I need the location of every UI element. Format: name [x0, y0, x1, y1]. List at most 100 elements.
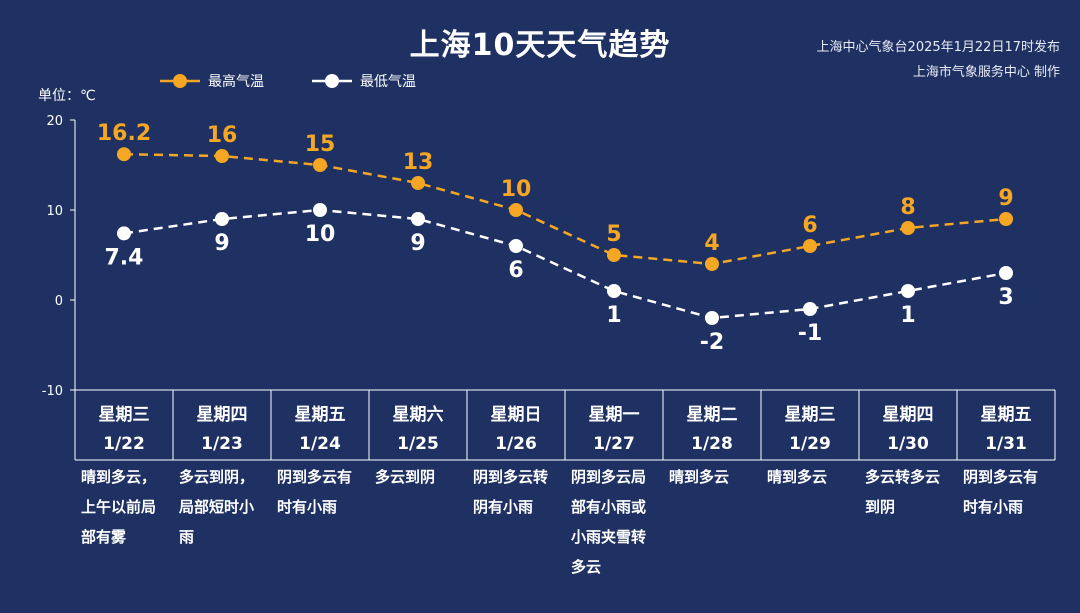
weather-description: 多云转多云 到阴 [865, 462, 955, 522]
low-temp-label: 1 [900, 303, 915, 328]
low-temp-label: 7.4 [105, 245, 144, 270]
weekday-label: 星期四 [882, 405, 934, 425]
legend-high-marker [160, 74, 200, 88]
weekday-label: 星期四 [196, 405, 248, 425]
low-temp-point [509, 239, 523, 253]
weather-description-line: 到阴 [865, 498, 896, 516]
high-temp-label: 16.2 [97, 121, 151, 146]
date-label: 1/28 [691, 434, 733, 454]
weather-description-line: 局部短时小 [179, 498, 255, 516]
date-label: 1/22 [103, 434, 145, 454]
legend-low-marker [312, 74, 352, 88]
legend-high-label: 最高气温 [208, 74, 264, 90]
high-temp-point [803, 239, 817, 253]
high-temp-point [999, 212, 1013, 226]
high-temp-label: 16 [207, 123, 238, 148]
date-label: 1/27 [593, 434, 635, 454]
weather-description: 晴到多云 [669, 462, 759, 492]
weather-description: 晴到多云 [767, 462, 857, 492]
weather-description-line: 雨 [179, 528, 195, 546]
high-temp-point [313, 158, 327, 172]
low-temp-label: 3 [998, 285, 1013, 310]
weather-description-line: 晴到多云， [81, 468, 157, 486]
high-temp-point [607, 248, 621, 262]
date-label: 1/25 [397, 434, 439, 454]
weather-description-line: 晴到多云 [669, 468, 730, 486]
weekday-label: 星期二 [686, 405, 738, 425]
low-temp-label: 10 [305, 222, 336, 247]
weather-description: 多云到阴 [375, 462, 465, 492]
high-temp-label: 10 [501, 177, 532, 202]
high-temp-label: 8 [900, 195, 915, 220]
weekday-label: 星期六 [392, 405, 444, 425]
y-tick-label: 10 [46, 204, 63, 219]
weekday-label: 星期三 [98, 405, 150, 425]
weather-description-line: 多云到阴， [179, 468, 255, 486]
high-temp-point [705, 257, 719, 271]
weekday-label: 星期五 [980, 405, 1032, 425]
low-temp-label: -2 [700, 330, 724, 355]
high-temp-point [411, 176, 425, 190]
weather-description-line: 部有小雨或 [571, 498, 647, 516]
legend-low-label: 最低气温 [360, 74, 416, 90]
low-temp-point [901, 284, 915, 298]
low-temp-point [215, 212, 229, 226]
high-temp-point [901, 221, 915, 235]
weather-description: 晴到多云， 上午以前局 部有雾 [81, 462, 171, 552]
weather-description-line: 晴到多云 [767, 468, 828, 486]
weather-description: 多云到阴， 局部短时小雨 [179, 462, 269, 552]
weather-description: 阴到多云有 时有小雨 [277, 462, 367, 522]
date-label: 1/30 [887, 434, 929, 454]
weather-description: 阴到多云有 时有小雨 [963, 462, 1053, 522]
weather-description-line: 阴到多云有 [277, 468, 353, 486]
page-title: 上海10天天气趋势 [409, 28, 671, 63]
y-tick-label: 0 [55, 294, 63, 309]
low-temp-label: 9 [410, 231, 425, 256]
high-temp-label: 13 [403, 150, 434, 175]
low-temp-point [803, 302, 817, 316]
unit-label: 单位：℃ [38, 88, 96, 104]
low-temp-point [313, 203, 327, 217]
issuer-credit: 上海中心气象台2025年1月22日17时发布 [816, 40, 1060, 55]
low-temp-point [705, 311, 719, 325]
y-tick-label: 20 [46, 114, 63, 129]
high-temp-label: 5 [606, 222, 621, 247]
weather-description-line: 时有小雨 [277, 498, 338, 516]
weather-description: 阴到多云转 阴有小雨 [473, 462, 563, 522]
high-temp-label: 15 [305, 132, 336, 157]
date-label: 1/26 [495, 434, 537, 454]
high-temp-line [123, 152, 1007, 266]
weather-description-line: 多云到阴 [375, 468, 436, 486]
producer-credit: 上海市气象服务中心 制作 [912, 65, 1060, 80]
date-label: 1/31 [985, 434, 1027, 454]
high-temp-label: 4 [704, 231, 719, 256]
weather-description-line: 阴到多云局 [571, 468, 647, 486]
high-temp-label: 6 [802, 213, 817, 238]
low-temp-label: 1 [606, 303, 621, 328]
low-temp-point [117, 226, 131, 241]
weather-description-line: 阴到多云有 [963, 468, 1039, 486]
low-temp-line [123, 208, 1007, 320]
weekday-label: 星期日 [490, 405, 542, 425]
high-temp-point [215, 149, 229, 163]
weather-description-line: 多云转多云 [865, 468, 941, 486]
low-temp-point [411, 212, 425, 226]
low-temp-label: 6 [508, 258, 523, 283]
low-temp-label: -1 [798, 321, 822, 346]
weather-description-line: 多云 [571, 558, 602, 576]
date-label: 1/24 [299, 434, 341, 454]
low-temp-label: 9 [214, 231, 229, 256]
high-temp-point [117, 147, 131, 162]
weather-description-line: 小雨夹雪转 [571, 528, 647, 546]
weather-description: 阴到多云局部有小雨或小雨夹雪转多云 [571, 462, 661, 582]
low-temp-point [999, 266, 1013, 280]
date-label: 1/29 [789, 434, 831, 454]
weather-description-line: 阴有小雨 [473, 498, 534, 516]
y-tick-label: -10 [42, 384, 63, 399]
high-temp-point [509, 203, 523, 217]
legend-high: 最高气温 [160, 72, 264, 90]
weather-description-line: 上午以前局 [81, 498, 157, 516]
low-temp-point [607, 284, 621, 298]
weather-description-line: 时有小雨 [963, 498, 1024, 516]
